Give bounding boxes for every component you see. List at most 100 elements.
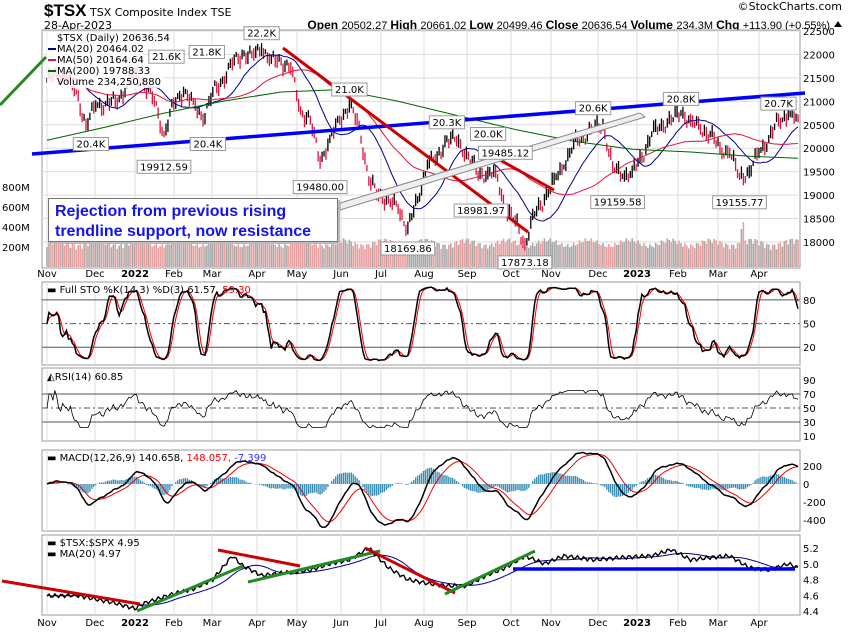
volume-bar [448,244,450,267]
volume-bar [210,244,212,267]
volume-bar [243,243,245,267]
price-label: 19912.59 [136,159,192,174]
volume-bar [135,239,138,267]
volume-bar [317,247,319,267]
volume-bar [775,249,778,267]
volume-bar [171,242,173,267]
volume-bar [648,244,651,267]
x-axis-label-top: Feb [669,269,687,280]
x-axis-label-top: Jul [374,269,387,280]
quote-summary: Open 20502.27 High 20661.02 Low 20499.46… [307,18,830,32]
volume-bar [438,243,440,267]
volume-bar [202,243,204,267]
volume-bar [229,243,232,267]
price-label-box [189,137,227,151]
x-axis-label-bottom: 2023 [623,618,651,629]
price-label-box [380,241,436,256]
volume-bar [399,249,401,267]
volume-bar [765,243,768,267]
price-axis-tick: 21000 [803,97,835,108]
price-label-text: 18169.86 [384,244,432,255]
price-axis-tick: 19000 [803,191,835,202]
x-axis-label-top: Apr [750,269,768,280]
price-label: 20.8K [662,91,700,106]
volume-bar [106,242,109,267]
price-label-text: 20.6K [579,104,608,115]
volume-bar [570,246,573,267]
price-label-box [453,203,509,218]
volume-bar [602,242,604,267]
price-axis-tick: 18500 [803,215,835,226]
volume-bar [87,246,89,267]
volume-bar [371,241,374,267]
price-label-text: 20.8K [667,94,696,105]
ratio-axis-tick: 5.2 [803,544,819,555]
volume-bar [703,240,706,267]
volume-bar [213,239,216,267]
volume-bar [112,244,115,267]
volume-bar [748,238,751,267]
volume-bar [580,242,583,267]
volume-bar [188,243,191,267]
volume-bar [539,243,542,267]
volume-bar [442,244,444,267]
volume-bar [237,243,239,267]
price-label-box [590,195,645,210]
volume-bar [483,245,485,267]
volume-bar [332,242,335,267]
price-label-box [760,96,797,111]
price-label-text: 19912.59 [140,162,188,173]
volume-axis-tick: 600M [2,203,30,214]
volume-bar [172,239,175,267]
volume-bar [492,246,495,267]
volume-bar [662,241,665,267]
volume-bar [352,245,355,267]
volume-bar [797,239,799,267]
volume-bar [307,239,310,267]
volume-bar [145,244,148,267]
volume-bar [297,240,300,267]
volume-bar [713,238,715,267]
volume-bar [565,246,567,267]
price-label-box [72,137,110,151]
volume-bar [174,242,177,267]
ratio-trendline [247,549,381,584]
volume-bar [305,242,308,267]
volume-bar [789,239,791,267]
ratio-trendline [364,546,456,595]
volume-bar [346,243,349,267]
ma50-line [46,69,799,196]
volume-bar [344,239,347,267]
volume-bar [348,239,351,267]
volume-bar [588,240,591,267]
volume-bar [578,240,581,267]
volume-bar [356,243,358,267]
volume-bar [567,244,569,267]
price-label: 19159.58 [590,195,645,210]
price-label-text: 21.6K [152,52,181,63]
price-label-box [188,45,225,59]
volume-bar [783,240,786,267]
volume-bar [340,242,343,267]
legend-bg [47,66,153,77]
volume-bar [73,244,76,267]
volume-bar [81,248,83,267]
price-label: 20.0K [469,127,507,141]
volume-bar [212,242,214,267]
callout-line-1: Rejection from previous rising [55,203,287,220]
volume-bar [163,247,165,267]
volume-bar [779,242,782,267]
volume-bar [137,238,140,267]
volume-bar [707,238,710,267]
chart-title: $TSX TSX Composite Index TSE [44,1,231,20]
volume-bar [764,248,766,267]
volume-bar [611,246,614,267]
ratio-trendline [136,564,244,613]
price-label-text: 20.4K [193,140,222,151]
volume-bar [543,238,546,267]
volume-bar [303,240,306,267]
x-axis-label-bottom: Sep [458,618,477,629]
x-axis-label-bottom: 2022 [121,618,149,629]
volume-bar [221,241,224,267]
volume-bar [262,240,265,267]
